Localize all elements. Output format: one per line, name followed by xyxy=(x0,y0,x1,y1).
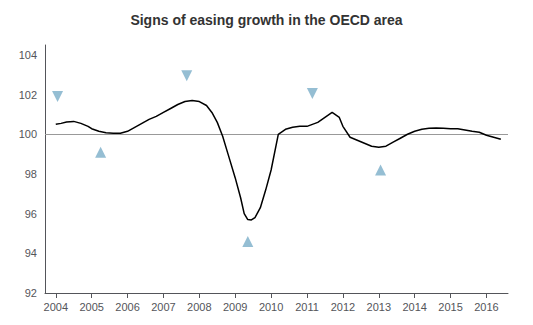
svg-text:2014: 2014 xyxy=(402,301,426,313)
svg-text:102: 102 xyxy=(19,89,37,101)
svg-text:2015: 2015 xyxy=(438,301,462,313)
svg-text:100: 100 xyxy=(19,128,37,140)
svg-text:2005: 2005 xyxy=(79,301,103,313)
svg-text:2009: 2009 xyxy=(223,301,247,313)
svg-text:96: 96 xyxy=(25,208,37,220)
svg-text:94: 94 xyxy=(25,247,37,259)
svg-text:2012: 2012 xyxy=(331,301,355,313)
svg-text:104: 104 xyxy=(19,49,37,61)
svg-text:92: 92 xyxy=(25,287,37,299)
svg-text:2006: 2006 xyxy=(115,301,139,313)
svg-text:98: 98 xyxy=(25,168,37,180)
svg-text:2004: 2004 xyxy=(44,301,68,313)
svg-text:2008: 2008 xyxy=(187,301,211,313)
svg-text:2011: 2011 xyxy=(295,301,319,313)
svg-text:2013: 2013 xyxy=(367,301,391,313)
svg-text:2010: 2010 xyxy=(259,301,283,313)
svg-text:2007: 2007 xyxy=(151,301,175,313)
svg-text:Signs of easing growth in the: Signs of easing growth in the OECD area xyxy=(130,12,402,28)
svg-text:2016: 2016 xyxy=(474,301,498,313)
